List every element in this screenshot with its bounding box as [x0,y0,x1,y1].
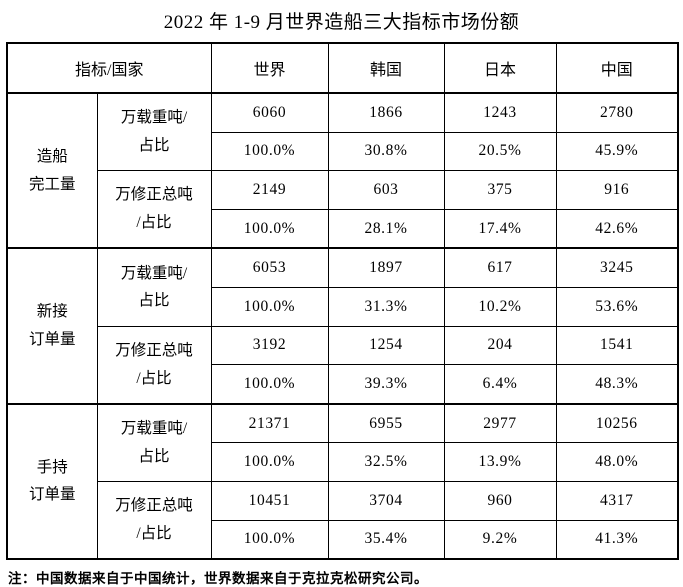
metric-label-dwt: 万载重吨/ 占比 [96,247,212,327]
header-japan: 日本 [443,42,557,94]
value-cell: 2780 [555,92,679,133]
share-cell: 39.3% [327,364,445,405]
market-share-table: 指标/国家 世界 韩国 日本 中国 造船 完工量 万载重吨/ 占比 6060 1… [6,42,679,561]
value-cell: 10451 [210,480,329,521]
share-cell: 30.8% [327,131,445,172]
metric-label-cgt: 万修正总吨 /占比 [96,325,212,405]
header-indicator-country: 指标/国家 [6,42,212,94]
metric-label-cgt: 万修正总吨 /占比 [96,480,212,560]
header-china: 中国 [555,42,679,94]
share-cell: 100.0% [210,208,329,249]
table-row: 万修正总吨 /占比 10451 3704 960 4317 [7,480,679,560]
table-row: 手持 订单量 万载重吨/ 占比 21371 6955 2977 10256 [6,402,679,560]
value-cell: 916 [555,170,679,210]
share-cell: 9.2% [443,519,557,560]
group-label-backlog: 手持 订单量 [6,402,98,560]
table-row: 万修正总吨 /占比 2149 603 375 916 [7,170,679,249]
value-cell: 6955 [327,402,445,444]
value-cell: 3704 [327,480,445,521]
value-cell: 10256 [555,402,679,444]
value-cell: 375 [443,170,557,210]
value-cell: 617 [443,247,557,288]
share-cell: 100.0% [210,286,329,327]
table-row: 新接 订单量 万载重吨/ 占比 6053 1897 617 3245 [6,247,679,405]
header-korea: 韩国 [327,42,445,94]
value-cell: 4317 [555,480,679,521]
value-cell: 6060 [210,92,329,133]
share-cell: 20.5% [443,131,557,172]
share-cell: 100.0% [210,519,329,560]
value-cell: 1243 [443,92,557,133]
share-cell: 100.0% [210,131,329,172]
share-cell: 48.3% [555,364,679,405]
value-cell: 1866 [327,92,445,133]
value-cell: 960 [443,480,557,521]
group-label-completion: 造船 完工量 [6,92,98,249]
value-cell: 21371 [210,402,329,444]
share-cell: 13.9% [443,442,557,482]
table-title: 2022 年 1-9 月世界造船三大指标市场份额 [163,12,520,33]
table-row: 100.0% 32.5% 13.9% 48.0% [7,442,679,482]
value-cell: 204 [443,325,557,366]
share-cell: 45.9% [555,131,679,172]
metric-label-dwt: 万载重吨/ 占比 [96,92,212,172]
header-row: 指标/国家 世界 韩国 日本 中国 [6,42,679,94]
share-cell: 28.1% [327,208,445,249]
table-row: 100.0% 39.3% 6.4% 48.3% [7,364,679,405]
share-cell: 17.4% [443,208,557,249]
metric-label-dwt: 万载重吨/ 占比 [96,402,212,482]
share-cell: 53.6% [555,286,679,327]
header-world: 世界 [210,42,329,94]
table-row: 万修正总吨 /占比 3192 1254 204 1541 [7,325,679,405]
share-cell: 35.4% [327,519,445,560]
metric-label-cgt: 万修正总吨 /占比 [96,170,212,249]
value-cell: 1254 [327,325,445,366]
value-cell: 1541 [555,325,679,366]
table-row: 100.0% 28.1% 17.4% 42.6% [7,208,679,249]
table-row: 造船 完工量 万载重吨/ 占比 6060 1866 1243 2780 [6,92,679,249]
share-cell: 100.0% [210,364,329,405]
share-cell: 10.2% [443,286,557,327]
table-row: 100.0% 31.3% 10.2% 53.6% [7,286,679,327]
share-cell: 31.3% [327,286,445,327]
value-cell: 2977 [443,402,557,444]
table-row: 100.0% 35.4% 9.2% 41.3% [7,519,679,560]
footnote: 注：中国数据来自于中国统计，世界数据来自于克拉克松研究公司。 [8,571,428,587]
value-cell: 3192 [210,325,329,366]
value-cell: 2149 [210,170,329,210]
table-row: 100.0% 30.8% 20.5% 45.9% [7,131,679,172]
share-cell: 6.4% [443,364,557,405]
share-cell: 48.0% [555,442,679,482]
share-cell: 42.6% [555,208,679,249]
share-cell: 41.3% [555,519,679,560]
value-cell: 1897 [327,247,445,288]
share-cell: 100.0% [210,442,329,482]
share-cell: 32.5% [327,442,445,482]
value-cell: 6053 [210,247,329,288]
value-cell: 3245 [555,247,679,288]
group-label-new-orders: 新接 订单量 [6,247,98,405]
value-cell: 603 [327,170,445,210]
